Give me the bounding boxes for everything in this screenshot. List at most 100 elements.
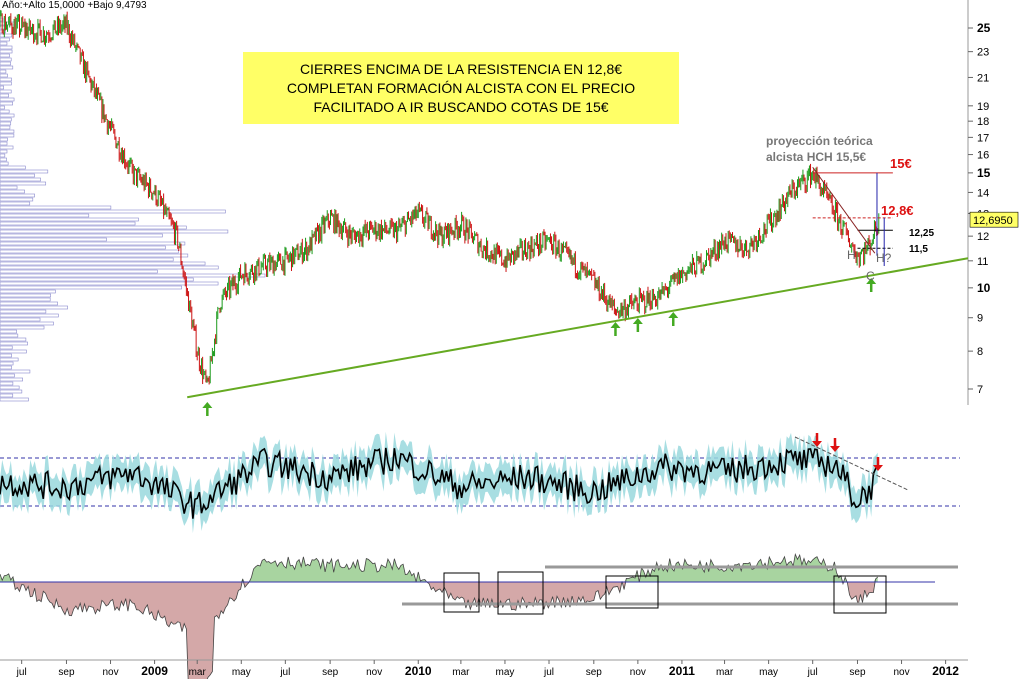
time-tick-label: jul xyxy=(279,667,290,678)
time-tick-label: may xyxy=(759,667,778,678)
volume-profile-bar xyxy=(0,85,4,90)
volume-profile-bar xyxy=(0,385,20,390)
volume-profile-bar xyxy=(0,65,14,70)
time-tick-label: nov xyxy=(630,667,646,678)
momentum-panel xyxy=(0,552,958,679)
price-tick-label: 15 xyxy=(977,166,991,180)
up-arrow-icon xyxy=(632,318,643,332)
time-tick-label: may xyxy=(495,667,514,678)
volume-profile-bar xyxy=(0,249,179,254)
highlight-box xyxy=(605,575,659,609)
time-tick-label: jul xyxy=(543,667,554,678)
volume-profile-bar xyxy=(0,257,174,262)
price-tick-label: 12 xyxy=(977,231,989,243)
time-tick-label: 2009 xyxy=(141,664,168,678)
volume-profile-bar xyxy=(0,201,31,206)
level-label-115: 11,5 xyxy=(909,244,928,255)
volume-profile-bar xyxy=(0,101,13,106)
volume-profile-bar xyxy=(0,245,166,250)
projection-label-line-1: proyección teórica xyxy=(766,134,873,148)
support-trendline xyxy=(187,257,969,399)
time-tick-label: 2010 xyxy=(405,664,432,678)
target-label: 15€ xyxy=(890,156,912,171)
volume-profile-bar xyxy=(0,105,5,110)
volume-profile-bar xyxy=(0,345,13,350)
volume-profile-bar xyxy=(0,53,10,58)
volume-profile-bar xyxy=(0,141,8,146)
volume-profile-bar xyxy=(0,225,187,230)
volume-profile-bar xyxy=(0,349,27,354)
price-tick-label: 21 xyxy=(977,72,989,84)
time-tick-label: sep xyxy=(58,667,75,678)
volume-profile-bar xyxy=(0,333,19,338)
volume-profile-bar xyxy=(0,329,17,334)
highlight-box xyxy=(833,575,887,614)
oscillator-line xyxy=(0,447,879,519)
up-arrow-icon xyxy=(668,312,679,326)
time-tick-label: sep xyxy=(849,667,866,678)
time-tick-label: sep xyxy=(586,667,603,678)
volume-profile-bar xyxy=(0,57,12,62)
volume-profile-bar xyxy=(0,353,12,358)
volume-profile-bar xyxy=(0,109,10,114)
volume-profile-bar xyxy=(0,221,136,226)
volume-profile-bar xyxy=(0,265,219,270)
volume-profile-bar xyxy=(0,153,6,158)
last-price-label: 12,6950 xyxy=(973,215,1013,227)
projection-label-line-2: alcista HCH 15,5€ xyxy=(766,150,866,164)
volume-profile-bar xyxy=(0,285,182,290)
chart-annotations: proyección teórica alcista HCH 15,5€ 15€ 12… xyxy=(187,134,969,416)
volume-profile-bar xyxy=(0,369,31,374)
volume-profile-bar xyxy=(0,73,8,78)
volume-profile-bar xyxy=(0,189,25,194)
price-tick-label: 8 xyxy=(977,346,983,358)
volume-profile-bar xyxy=(0,281,219,286)
time-tick-label: may xyxy=(232,667,251,678)
momentum-positive-area xyxy=(0,554,878,582)
volume-profile-bar xyxy=(0,137,8,142)
time-tick-label: nov xyxy=(102,667,118,678)
price-tick-label: 25 xyxy=(977,21,991,35)
up-arrow-icon xyxy=(610,322,621,336)
price-series xyxy=(0,9,880,385)
descending-line xyxy=(812,166,876,254)
momentum-line xyxy=(0,552,878,679)
price-tick-label: 7 xyxy=(977,384,983,396)
time-tick-label: mar xyxy=(716,667,734,678)
time-tick-label: mar xyxy=(189,667,207,678)
volume-profile-bar xyxy=(0,173,35,178)
volume-profile-bar xyxy=(0,181,47,186)
highlight-box xyxy=(497,571,544,615)
volume-profile-bar xyxy=(0,229,229,234)
volume-profile-bar xyxy=(0,169,49,174)
volume-profile-bar xyxy=(0,253,189,258)
volume-profile-bar xyxy=(0,269,158,274)
volume-profile-bar xyxy=(0,361,14,366)
volume-profile-bar xyxy=(0,317,41,322)
volume-profile-bar xyxy=(0,81,12,86)
callout-line-3: FACILITADO A IR BUSCANDO COTAS DE 15€ xyxy=(313,98,609,115)
volume-profile-bar xyxy=(0,93,9,98)
volume-profile-bar xyxy=(0,121,12,126)
last-price-tag xyxy=(969,211,1019,228)
volume-profile-bar xyxy=(0,297,51,302)
head-label: H xyxy=(847,248,856,262)
volume-profile-bar xyxy=(0,289,56,294)
volume-profile-bar xyxy=(0,337,27,342)
volume-profile-bar xyxy=(0,41,8,46)
volume-profile-bar xyxy=(0,309,47,314)
volume-profile-bar xyxy=(0,321,54,326)
volume-profile-bar xyxy=(0,217,139,222)
volume-profile-bar xyxy=(0,125,11,130)
price-tick-label: 10 xyxy=(977,281,991,295)
price-tick-label: 17 xyxy=(977,132,989,144)
volume-profile-bar xyxy=(0,49,13,54)
time-tick-label: sep xyxy=(322,667,339,678)
time-tick-label: nov xyxy=(366,667,382,678)
oscillator-panel xyxy=(0,431,960,534)
price-tick-label: 18 xyxy=(977,116,989,128)
highlight-box xyxy=(443,572,480,613)
down-arrow-icon xyxy=(873,457,883,471)
volume-profile-bar xyxy=(0,277,194,282)
